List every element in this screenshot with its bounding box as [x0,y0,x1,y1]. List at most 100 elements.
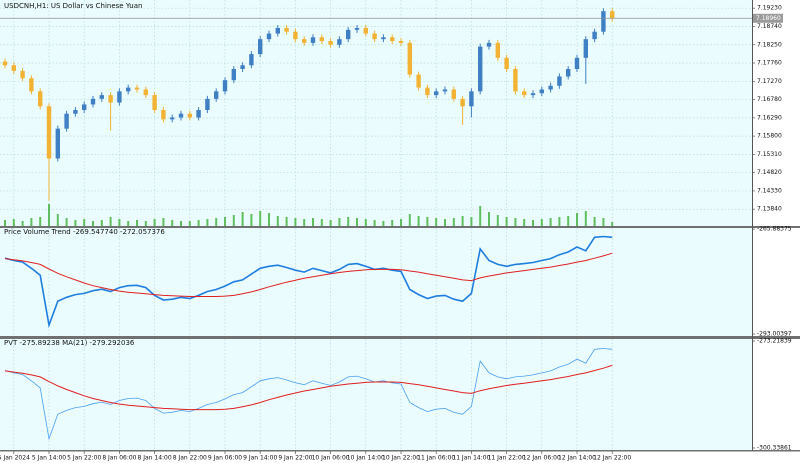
pane-separator [0,450,800,452]
pane-title: PVT -275.89238 MA(21) -279.292036 [4,339,135,347]
volume-bar [514,218,517,226]
candle-body [240,65,245,69]
time-label: 11 Jan 22:00 [488,455,526,462]
volume-bar [461,216,464,226]
candle-body [530,93,536,96]
candle-body [2,61,8,66]
pvt-pane [0,228,752,336]
candle-body [126,87,131,92]
candle-body [566,68,571,77]
volume-bar [206,219,209,226]
volume-bar [162,218,165,226]
time-label: 12 Jan 06:00 [523,455,561,462]
candle-body [258,39,263,55]
y-tick-label: 7.18250 [757,41,782,48]
candle-body [354,27,360,30]
candle-body [319,37,324,42]
volume-bar [364,219,367,226]
y-tick-label: 7.13840 [757,206,782,213]
candle-body [381,37,386,40]
volume-bar [488,212,490,226]
candle-body [117,91,122,103]
candle-body [486,42,492,47]
y-tick-label: 7.16290 [757,114,782,121]
candle-body [11,65,16,71]
candle-body [416,74,421,88]
volume-bar [180,221,182,226]
candle-body [231,68,236,81]
volume-bar [30,218,33,226]
candle-body [38,91,43,107]
candle-body [302,39,307,43]
candle-body [390,37,395,42]
indicator-line [4,235,613,329]
candle-body [82,104,87,111]
volume-bar [12,219,15,226]
volume-bar [584,211,587,226]
time-label: 10 Jan 06:00 [312,455,350,462]
candle-body [134,87,140,90]
volume-bar [320,219,323,226]
y-tick-label: -273.21839 [757,338,792,345]
volume-bar [136,220,138,226]
candle-body [187,113,192,118]
volume-bar [470,217,473,226]
candle-body [337,39,342,45]
pane-separator [0,226,800,228]
volume-bar [188,221,191,226]
y-tick-label: -300.33861 [757,444,792,451]
y-tick-label: 7.15310 [757,151,782,158]
y-tick-label: 7.17270 [757,78,782,85]
candle-body [99,95,104,99]
time-label: 12 Jan 14:00 [558,455,596,462]
volume-bar [4,220,6,226]
volume-bar [294,218,297,226]
candle-body [90,98,96,105]
volume-bar [435,218,438,226]
time-label: 11 Jan 14:00 [452,455,490,462]
time-label: 8 Jan 06:00 [102,455,136,462]
indicator-line [4,252,613,297]
time-label: 5 Jan 22:00 [67,455,101,462]
candle-body [55,128,60,159]
volume-bar [21,221,24,226]
time-label: 9 Jan 22:00 [278,455,312,462]
volume-bar [479,206,482,226]
candle-body [407,42,412,75]
volume-bar [56,214,59,226]
time-label: 12 Jan 22:00 [593,455,631,462]
candle-body [328,41,333,45]
y-tick-label: -293.00397 [757,331,792,338]
volume-bar [338,218,341,226]
volume-bar [540,219,543,226]
volume-bar [523,219,526,226]
candle-body [398,41,404,43]
pane-title: Price Volume Trend -269.547740 -272.0573… [4,228,165,236]
y-tick-label: 7.14820 [757,169,782,176]
candle-body [504,57,509,69]
volume-bar [312,218,314,226]
y-tick-label: 7.19230 [757,5,782,12]
candle-body [152,95,157,111]
current-price-box [753,13,783,23]
candle-body [46,106,52,159]
volume-bar [602,218,605,226]
volume-bar [127,221,130,226]
volume-bar [576,213,578,226]
volume-bar [408,214,411,226]
time-label: 9 Jan 14:00 [243,455,277,462]
volume-bar [109,217,112,226]
volume-bar [276,216,279,226]
volume-bar [259,211,262,226]
candle-body [196,110,201,118]
candle-body [29,78,34,92]
time-label: 5 Jan 2024 [0,455,30,462]
time-label: 10 Jan 14:00 [347,455,385,462]
volume-bar [356,218,358,226]
y-tick-label: 7.14330 [757,187,782,194]
volume-bar [558,217,561,226]
volume-bar [532,220,534,226]
volume-bar [250,214,253,226]
